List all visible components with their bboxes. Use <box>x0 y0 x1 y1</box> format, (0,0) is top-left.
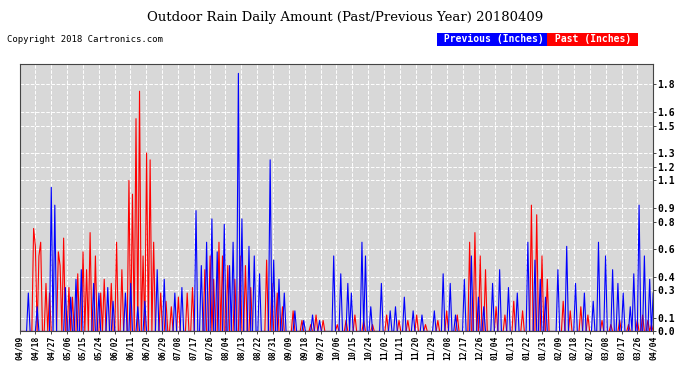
Text: Past (Inches): Past (Inches) <box>549 34 637 44</box>
Text: Copyright 2018 Cartronics.com: Copyright 2018 Cartronics.com <box>7 35 163 44</box>
Text: Outdoor Rain Daily Amount (Past/Previous Year) 20180409: Outdoor Rain Daily Amount (Past/Previous… <box>147 11 543 24</box>
Text: Previous (Inches): Previous (Inches) <box>438 34 550 44</box>
